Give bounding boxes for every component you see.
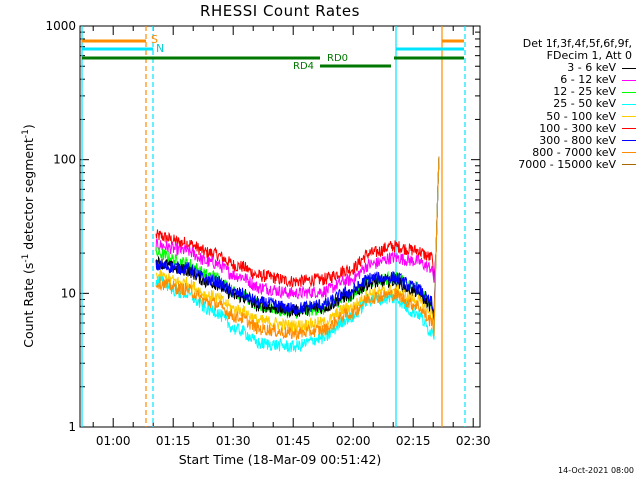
legend-label: 25 - 50 keV xyxy=(553,97,616,111)
legend-header-1: Det 1f,3f,4f,5f,6f,9f, xyxy=(522,37,632,50)
x-tick-label: 01:30 xyxy=(216,434,251,448)
legend-label: 800 - 7000 keV xyxy=(532,145,616,159)
y-tick-label: 10 xyxy=(61,286,76,300)
legend-label: 3 - 6 keV xyxy=(567,61,616,75)
legend-label: 50 - 100 keV xyxy=(546,109,616,123)
legend-entry: 25 - 50 keV xyxy=(470,98,636,110)
x-tick-label: 02:30 xyxy=(456,434,491,448)
y-axis-label-text-3: ) xyxy=(21,124,37,130)
count-rate-trace xyxy=(155,156,440,340)
y-axis-label-exp: -1 xyxy=(21,253,31,263)
legend-entry: 7000 - 15000 keV xyxy=(470,157,636,171)
legend-label: 100 - 300 keV xyxy=(539,121,616,135)
y-tick-label: 1 xyxy=(68,420,76,434)
legend-entry: 12 - 25 keV xyxy=(470,86,636,98)
legend-header-2: FDecim 1, Att 0 xyxy=(546,49,632,63)
legend-swatch xyxy=(622,152,636,154)
y-axis-label-text-2: detector segment xyxy=(21,138,37,254)
legend-swatch xyxy=(622,164,636,166)
legend-entry: 100 - 300 keV xyxy=(470,121,636,135)
x-tick-label: 01:45 xyxy=(276,434,311,448)
legend-swatch xyxy=(622,104,636,106)
legend-swatch xyxy=(622,67,636,69)
x-tick-label: 01:15 xyxy=(156,434,191,448)
legend: Det 1f,3f,4f,5f,6f,9f, FDecim 1, Att 0 3… xyxy=(470,37,636,171)
count-rate-trace xyxy=(155,156,440,288)
legend-label: 300 - 800 keV xyxy=(539,133,616,147)
legend-entry: 800 - 7000 keV xyxy=(470,145,636,159)
y-tick-label: 1000 xyxy=(45,19,76,33)
legend-swatch xyxy=(622,116,636,118)
x-tick-label: 01:00 xyxy=(96,434,131,448)
legend-swatch xyxy=(622,79,636,81)
legend-entry: 6 - 12 keV xyxy=(470,74,636,86)
legend-entry: 3 - 6 keV xyxy=(470,62,636,74)
y-tick-label: 100 xyxy=(53,153,76,167)
flag-label-rd0: RD0 xyxy=(327,53,348,64)
legend-swatch xyxy=(622,140,636,142)
x-tick-label: 02:00 xyxy=(336,434,371,448)
count-rate-trace xyxy=(155,156,440,315)
timestamp: 14-Oct-2021 08:00 xyxy=(558,466,634,475)
count-rate-trace xyxy=(155,156,440,300)
legend-label: 7000 - 15000 keV xyxy=(518,157,616,171)
flag-label-n: N xyxy=(156,42,164,55)
chart-title: RHESSI Count Rates xyxy=(200,2,360,20)
legend-swatch xyxy=(622,128,636,130)
legend-swatch xyxy=(622,91,636,93)
flag-label-s: S xyxy=(151,33,158,46)
flag-label-rd4: RD4 xyxy=(293,61,314,72)
legend-label: 12 - 25 keV xyxy=(553,85,616,99)
y-axis-label: Count Rate (s-1 detector segment-1) xyxy=(21,86,36,386)
x-axis-label: Start Time (18-Mar-09 00:51:42) xyxy=(178,452,382,467)
legend-entry: 50 - 100 keV xyxy=(470,109,636,123)
legend-label: 6 - 12 keV xyxy=(560,73,616,87)
x-tick-label: 02:15 xyxy=(396,434,431,448)
y-axis-label-text: Count Rate (s xyxy=(21,262,37,348)
plot-frame xyxy=(79,25,481,428)
legend-entry: 300 - 800 keV xyxy=(470,133,636,147)
y-axis-label-exp-2: -1 xyxy=(21,129,31,139)
